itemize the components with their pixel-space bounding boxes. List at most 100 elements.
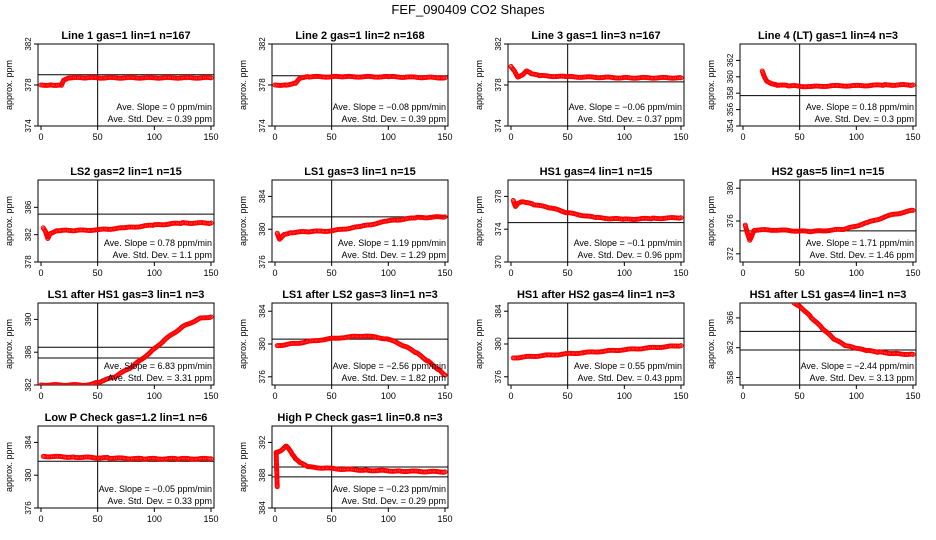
subplot-title: HS2 gas=5 lin=1 n=15: [772, 166, 885, 178]
y-tick-label: 358: [726, 370, 735, 384]
data-points: [510, 343, 684, 361]
slope-annotation: Ave. Slope = 6.83 ppm/min: [104, 361, 212, 371]
subplot-4: Line 4 (LT) gas=1 lin=4 n=3 approx. ppm 0 5…: [706, 30, 921, 142]
y-tick-label: 388: [258, 468, 267, 482]
subplot-title: Line 1 gas=1 lin=1 n=167: [61, 30, 190, 42]
std-dev-annotation: Ave. Std. Dev. = 3.31 ppm: [108, 373, 212, 383]
reference-lines: [38, 303, 214, 385]
x-tick-label: 50: [93, 391, 103, 401]
subplot-title: Line 3 gas=1 lin=3 n=167: [531, 30, 660, 42]
x-tick-label: 150: [437, 268, 452, 278]
x-tick-label: 100: [381, 514, 396, 524]
x-tick-label: 100: [147, 132, 162, 142]
reference-lines: [508, 180, 684, 262]
y-tick-label: 384: [24, 435, 33, 449]
subplot-title: Low P Check gas=1.2 lin=1 n=6: [45, 412, 208, 424]
slope-annotation: Ave. Slope = 0.78 ppm/min: [104, 238, 212, 248]
data-point: [208, 75, 214, 81]
slope-annotation: Ave. Slope = 1.71 ppm/min: [806, 238, 914, 248]
data-point: [442, 75, 448, 81]
y-tick-label: 380: [258, 337, 267, 351]
x-tick-label: 0: [38, 132, 43, 142]
subplot-7: HS1 gas=4 lin=1 n=15 approx. ppm 0 50 100 150…: [474, 166, 689, 278]
x-tick-label: 100: [617, 132, 632, 142]
y-tick-label: 384: [258, 304, 267, 318]
reference-lines: [38, 426, 214, 508]
x-tick-label: 50: [795, 391, 805, 401]
reference-lines: [272, 303, 448, 385]
x-tick-label: 150: [905, 391, 920, 401]
y-tick-label: 382: [494, 37, 503, 51]
subplot-title: LS1 after LS2 gas=3 lin=1 n=3: [282, 289, 438, 301]
subplot-14: High P Check gas=1 lin=0.8 n=3 approx. pp…: [238, 412, 453, 524]
subplot-title: LS1 after HS1 gas=3 lin=1 n=3: [48, 289, 205, 301]
x-tick-label: 100: [381, 132, 396, 142]
slope-annotation: Ave. Slope = −0.1 ppm/min: [574, 238, 682, 248]
subplot-title: HS1 after LS1 gas=4 lin=1 n=3: [750, 289, 907, 301]
subplot-title: Line 2 gas=1 lin=2 n=168: [295, 30, 424, 42]
y-axis-label: approx. ppm: [474, 196, 484, 246]
y-tick-label: 378: [24, 78, 33, 92]
y-tick-label: 376: [24, 501, 33, 515]
y-tick-label: 382: [24, 227, 33, 241]
std-dev-annotation: Ave. Std. Dev. = 1.46 ppm: [810, 250, 914, 260]
x-tick-label: 50: [795, 268, 805, 278]
subplot-13: Low P Check gas=1.2 lin=1 n=6 approx. ppm…: [4, 412, 219, 524]
x-tick-label: 0: [740, 132, 745, 142]
x-tick-label: 100: [147, 268, 162, 278]
subplot-6: LS1 gas=3 lin=1 n=15 approx. ppm 0 50 100 150…: [238, 166, 453, 278]
y-axis-label: approx. ppm: [238, 196, 248, 246]
std-dev-annotation: Ave. Std. Dev. = 0.39 ppm: [342, 114, 446, 124]
subplot-8: HS2 gas=5 lin=1 n=15 approx. ppm 0 50 100 150…: [706, 166, 921, 278]
std-dev-annotation: Ave. Std. Dev. = 0.3 ppm: [815, 114, 914, 124]
x-tick-label: 100: [849, 132, 864, 142]
reference-lines: [508, 44, 684, 126]
x-tick-label: 150: [673, 268, 688, 278]
x-tick-label: 0: [508, 132, 513, 142]
x-tick-label: 150: [203, 268, 218, 278]
data-points: [272, 73, 448, 88]
figure-title: FEF_090409 CO2 Shapes: [391, 2, 545, 17]
subplot-1: Line 1 gas=1 lin=1 n=167 approx. ppm 0 50 10…: [4, 30, 219, 142]
slope-annotation: Ave. Slope = −2.44 ppm/min: [801, 361, 914, 371]
std-dev-annotation: Ave. Std. Dev. = 0.33 ppm: [108, 496, 212, 506]
x-tick-label: 100: [617, 391, 632, 401]
data-points: [742, 207, 916, 243]
plot-frame: [271, 179, 449, 263]
data-point: [678, 215, 684, 221]
std-dev-annotation: Ave. Std. Dev. = 0.39 ppm: [108, 114, 212, 124]
y-axis-label: approx. ppm: [706, 319, 716, 369]
y-tick-label: 360: [726, 70, 735, 84]
y-tick-label: 374: [494, 222, 503, 236]
x-tick-label: 0: [272, 132, 277, 142]
plot-frame: [37, 425, 215, 509]
x-tick-label: 150: [437, 514, 452, 524]
slope-annotation: Ave. Slope = −2.56 ppm/min: [333, 361, 446, 371]
y-axis-label: approx. ppm: [474, 319, 484, 369]
data-points: [274, 214, 448, 242]
data-points: [273, 443, 448, 490]
data-point: [678, 75, 684, 81]
x-tick-label: 150: [905, 132, 920, 142]
x-tick-label: 150: [437, 391, 452, 401]
y-tick-label: 378: [494, 189, 503, 203]
y-tick-label: 384: [258, 501, 267, 515]
data-points: [508, 64, 684, 81]
y-tick-label: 366: [726, 311, 735, 325]
y-tick-label: 380: [258, 222, 267, 236]
x-tick-label: 0: [508, 391, 513, 401]
y-tick-label: 374: [24, 119, 33, 133]
std-dev-annotation: Ave. Std. Dev. = 0.37 ppm: [578, 114, 682, 124]
y-tick-label: 392: [258, 435, 267, 449]
x-tick-label: 50: [563, 132, 573, 142]
y-tick-label: 382: [24, 37, 33, 51]
x-tick-label: 150: [673, 132, 688, 142]
subplot-title: Line 4 (LT) gas=1 lin=4 n=3: [758, 30, 898, 42]
data-point: [77, 382, 83, 385]
x-tick-label: 50: [563, 268, 573, 278]
x-tick-label: 100: [617, 268, 632, 278]
x-tick-label: 150: [437, 132, 452, 142]
y-tick-label: 376: [726, 214, 735, 228]
x-tick-label: 100: [849, 391, 864, 401]
x-tick-label: 50: [327, 514, 337, 524]
